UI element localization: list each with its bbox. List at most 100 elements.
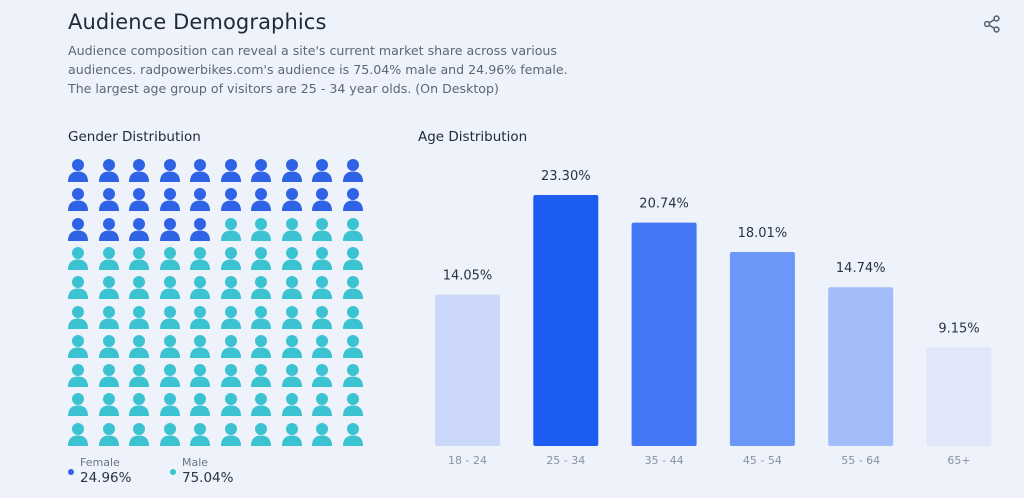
male-person-icon (189, 246, 211, 271)
male-person-icon (342, 392, 364, 417)
male-person-icon (281, 246, 303, 271)
male-person-icon (311, 275, 333, 300)
female-person-icon (342, 187, 364, 212)
age-distribution-label: Age Distribution (418, 129, 528, 145)
female-person-icon (189, 187, 211, 212)
legend-male-value: 75.04% (182, 470, 234, 486)
male-person-icon (189, 392, 211, 417)
male-person-icon (67, 392, 89, 417)
male-person-icon (67, 305, 89, 330)
age-category-label: 18 - 24 (448, 454, 487, 467)
male-person-icon (250, 275, 272, 300)
age-category-label: 25 - 34 (546, 454, 585, 467)
male-person-icon (281, 392, 303, 417)
male-person-icon (281, 275, 303, 300)
female-person-icon (250, 187, 272, 212)
male-person-icon (67, 363, 89, 388)
age-bar-value-label: 14.74% (836, 261, 886, 276)
male-person-icon (128, 305, 150, 330)
female-person-icon (67, 187, 89, 212)
female-person-icon (281, 187, 303, 212)
female-person-icon (159, 187, 181, 212)
age-bar-value-label: 20.74% (639, 197, 689, 212)
male-person-icon (311, 217, 333, 242)
male-person-icon (128, 334, 150, 359)
male-person-icon (220, 334, 242, 359)
legend-female-value: 24.96% (80, 470, 132, 486)
male-person-icon (220, 246, 242, 271)
male-person-icon (67, 334, 89, 359)
female-person-icon (311, 187, 333, 212)
male-person-icon (342, 305, 364, 330)
male-person-icon (342, 334, 364, 359)
female-person-icon (220, 187, 242, 212)
male-person-icon (281, 334, 303, 359)
page-description: Audience composition can reveal a site's… (68, 43, 568, 96)
age-bar-value-label: 18.01% (738, 226, 788, 241)
male-person-icon (159, 334, 181, 359)
age-bar[interactable] (631, 222, 697, 446)
female-person-icon (128, 217, 150, 242)
female-person-icon (159, 217, 181, 242)
female-person-icon (98, 187, 120, 212)
age-category-label: 45 - 54 (743, 454, 782, 467)
male-person-icon (281, 422, 303, 447)
male-person-icon (98, 246, 120, 271)
male-person-icon (98, 422, 120, 447)
female-dot-icon (68, 469, 74, 475)
male-person-icon (311, 246, 333, 271)
male-person-icon (220, 275, 242, 300)
age-bar[interactable] (435, 294, 500, 446)
male-person-icon (281, 363, 303, 388)
male-person-icon (128, 246, 150, 271)
female-person-icon (250, 158, 272, 183)
male-person-icon (250, 334, 272, 359)
male-person-icon (159, 422, 181, 447)
male-person-icon (67, 422, 89, 447)
male-person-icon (220, 363, 242, 388)
female-person-icon (220, 158, 242, 183)
female-person-icon (67, 158, 89, 183)
male-person-icon (250, 217, 272, 242)
male-person-icon (189, 305, 211, 330)
male-person-icon (342, 275, 364, 300)
female-person-icon (128, 187, 150, 212)
gender-pictogram (67, 158, 367, 448)
share-icon[interactable] (982, 14, 1002, 34)
age-category-label: 65+ (947, 454, 970, 467)
age-bar[interactable] (828, 287, 894, 446)
female-person-icon (281, 158, 303, 183)
female-person-icon (98, 217, 120, 242)
male-person-icon (98, 392, 120, 417)
male-person-icon (128, 363, 150, 388)
female-person-icon (67, 217, 89, 242)
male-person-icon (189, 334, 211, 359)
male-person-icon (281, 217, 303, 242)
male-person-icon (98, 305, 120, 330)
male-person-icon (128, 392, 150, 417)
legend-male-label: Male (182, 456, 209, 469)
age-bar[interactable] (533, 195, 599, 446)
male-person-icon (189, 275, 211, 300)
female-person-icon (189, 158, 211, 183)
age-bar[interactable] (729, 251, 795, 446)
male-person-icon (189, 422, 211, 447)
male-person-icon (250, 363, 272, 388)
male-person-icon (159, 363, 181, 388)
male-person-icon (159, 246, 181, 271)
male-person-icon (311, 305, 333, 330)
gender-distribution-label: Gender Distribution (68, 129, 201, 145)
male-person-icon (311, 392, 333, 417)
age-bar-value-label: 23.30% (541, 169, 591, 184)
male-person-icon (189, 363, 211, 388)
age-bar[interactable] (926, 347, 992, 446)
age-category-label: 55 - 64 (841, 454, 880, 467)
male-person-icon (159, 392, 181, 417)
male-person-icon (311, 422, 333, 447)
male-person-icon (311, 363, 333, 388)
male-person-icon (250, 246, 272, 271)
female-person-icon (159, 158, 181, 183)
legend-female-label: Female (80, 456, 120, 469)
female-person-icon (342, 158, 364, 183)
